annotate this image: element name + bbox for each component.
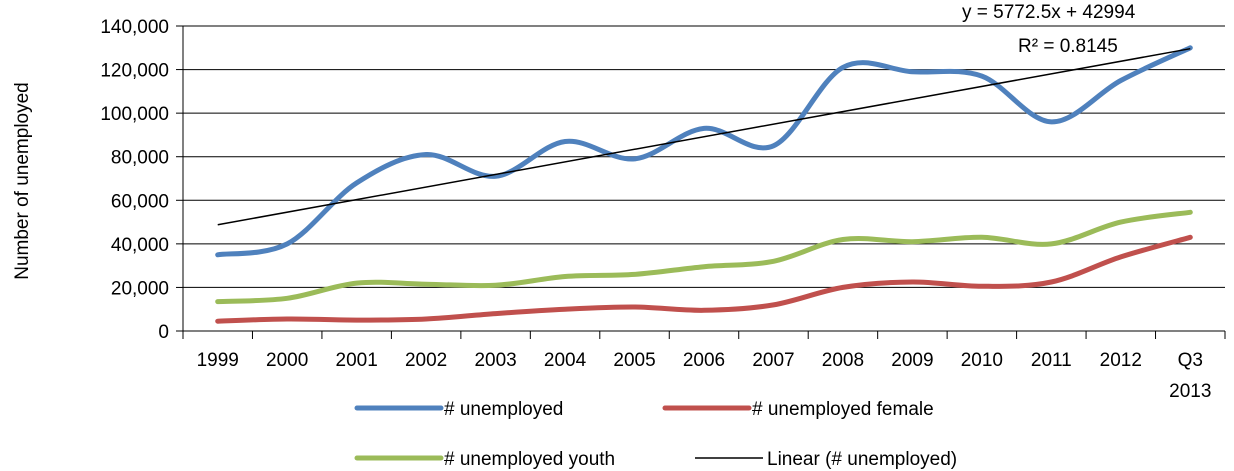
data-series — [215, 45, 1193, 324]
y-tick-label: 0 — [158, 322, 169, 343]
y-tick-label: 40,000 — [111, 235, 169, 256]
y-tick-label: 80,000 — [111, 148, 169, 169]
legend-item-unemployed-youth: # unemployed youth — [354, 449, 615, 470]
trendline-r-squared: R² = 0.8145 — [1018, 36, 1118, 57]
y-axis-tick-labels: 0 20,000 40,000 60,000 80,000 100,000 120,000 1… — [100, 17, 169, 343]
legend-label-unemployed-female: # unemployed female — [752, 399, 934, 420]
x-tick-label: 2003 — [474, 350, 516, 371]
y-tick-label: 100,000 — [100, 104, 169, 125]
linear-trendline — [217, 47, 1191, 226]
x-tick-label: 2010 — [961, 350, 1003, 371]
trendline-group — [217, 47, 1191, 226]
series-unemployed-line — [215, 45, 1193, 258]
legend-item-unemployed-female: # unemployed female — [662, 399, 934, 420]
x-tick-label: 2007 — [752, 350, 794, 371]
y-tick-label: 60,000 — [111, 191, 169, 212]
legend: # unemployed # unemployed female # unemp… — [354, 399, 957, 470]
x-tick-label: 2002 — [405, 350, 447, 371]
y-axis-title: Number of unemployed — [12, 82, 33, 280]
x-tick-label: 2011 — [1031, 350, 1072, 371]
legend-label-unemployed-youth: # unemployed youth — [444, 449, 615, 470]
trendline-equation: y = 5772.5x + 42994 — [962, 2, 1136, 23]
legend-item-linear-trendline: Linear (# unemployed) — [695, 449, 957, 470]
x-tick-label: 2000 — [266, 350, 308, 371]
x-tick-label: Q3 2013 — [1169, 350, 1211, 402]
x-tick-label: 2006 — [683, 350, 725, 371]
x-tick-label: 2005 — [613, 350, 655, 371]
legend-item-unemployed: # unemployed — [354, 399, 563, 420]
x-tick-label: 2001 — [336, 350, 378, 371]
y-tick-label: 20,000 — [111, 278, 169, 299]
x-tick-label: 2009 — [891, 350, 933, 371]
series-unemployed-youth-line — [215, 209, 1193, 305]
series-unemployed-female-line — [215, 234, 1193, 324]
x-tick-label: 2004 — [544, 350, 587, 371]
x-axis: 1999 2000 2001 2002 2003 2004 2005 2006 2007 2008… — [182, 26, 1226, 402]
y-tick-label: 120,000 — [100, 61, 169, 82]
x-tick-label: 2008 — [822, 350, 864, 371]
legend-label-unemployed: # unemployed — [444, 399, 563, 420]
x-tick-label: 2012 — [1100, 350, 1142, 371]
y-tick-label: 140,000 — [100, 17, 169, 38]
legend-label-linear-trendline: Linear (# unemployed) — [767, 449, 957, 470]
x-tick-label: 1999 — [197, 350, 239, 371]
